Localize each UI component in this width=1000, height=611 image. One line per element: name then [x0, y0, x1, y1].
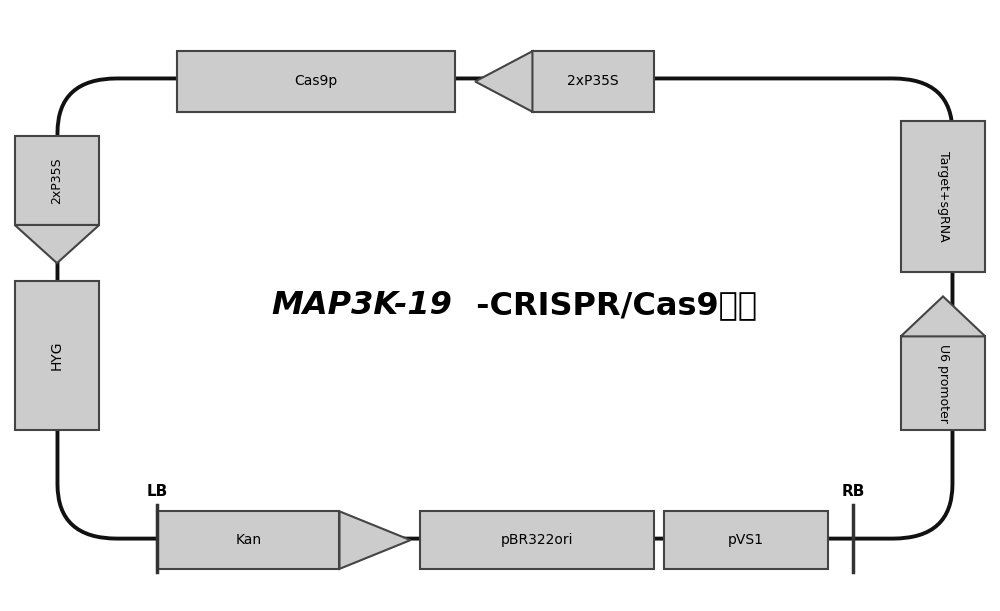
Bar — [157, 511, 339, 569]
Text: pVS1: pVS1 — [728, 533, 764, 547]
Polygon shape — [475, 51, 532, 112]
Bar — [177, 51, 455, 112]
Text: MAP3K-19: MAP3K-19 — [271, 290, 452, 321]
Text: 2xP35S: 2xP35S — [567, 75, 619, 89]
Text: -CRISPR/Cas9载体: -CRISPR/Cas9载体 — [465, 290, 757, 321]
Text: 2xP35S: 2xP35S — [50, 157, 63, 204]
Bar — [664, 511, 828, 569]
Text: Target+sgRNA: Target+sgRNA — [937, 151, 950, 242]
Text: Kan: Kan — [235, 533, 261, 547]
Bar — [532, 51, 654, 112]
Text: Cas9p: Cas9p — [294, 75, 338, 89]
Text: pBR322ori: pBR322ori — [501, 533, 574, 547]
Bar — [15, 136, 99, 225]
Polygon shape — [901, 296, 985, 337]
Text: LB: LB — [146, 485, 168, 499]
Bar — [15, 281, 99, 430]
Text: U6 promoter: U6 promoter — [937, 343, 950, 422]
Text: HYG: HYG — [50, 341, 64, 370]
Bar — [420, 511, 654, 569]
Bar — [901, 337, 985, 430]
Polygon shape — [15, 225, 99, 263]
Text: RB: RB — [841, 485, 865, 499]
Polygon shape — [339, 511, 411, 569]
Bar — [901, 121, 985, 273]
